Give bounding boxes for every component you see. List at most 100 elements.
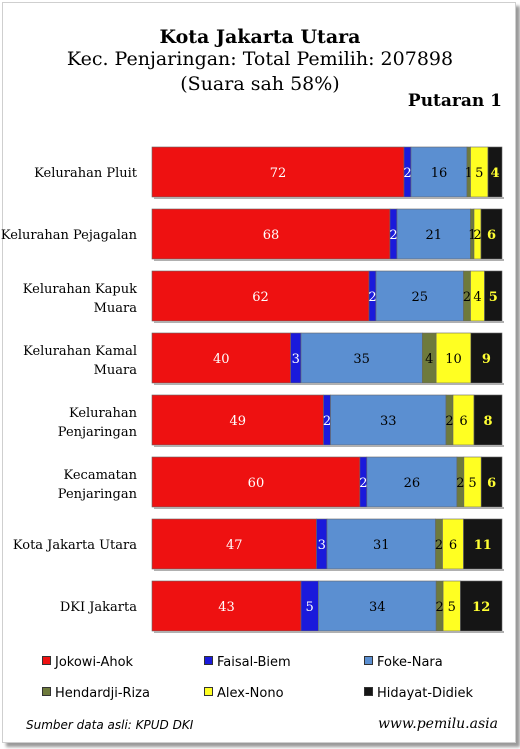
legend-label: Hendardji-Riza xyxy=(55,686,150,701)
data-label: 2 xyxy=(389,228,397,243)
legend-swatch xyxy=(364,656,373,665)
category-label: Kelurahan Kapuk Muara xyxy=(23,282,137,316)
data-label: 2 xyxy=(435,538,443,553)
category-label: Kota Jakarta Utara xyxy=(13,538,137,553)
bar-segment xyxy=(151,518,317,570)
bar-segment xyxy=(318,580,437,632)
chart-subtitle: Kec. Penjaringan: Total Pemilih: 207898 xyxy=(66,48,454,70)
data-label: 2 xyxy=(403,166,411,181)
legend-item: Jokowi-Ahok xyxy=(42,655,133,670)
bar-segment xyxy=(151,394,324,446)
legend-swatch xyxy=(204,656,213,665)
category-label-line: Muara xyxy=(94,301,138,316)
data-label: 6 xyxy=(487,476,496,491)
data-label: 5 xyxy=(475,166,483,181)
data-label: 16 xyxy=(431,166,448,181)
bar-segment xyxy=(410,146,468,198)
data-label: 6 xyxy=(449,538,457,553)
source-note: Sumber data asli: KPUD DKI xyxy=(26,718,194,732)
data-label: 49 xyxy=(229,414,246,429)
category-label-line: Kelurahan Kapuk xyxy=(23,282,137,297)
legend-label: Alex-Nono xyxy=(217,686,284,701)
chart-subtitle-2: (Suara sah 58%) xyxy=(180,73,340,95)
data-label: 31 xyxy=(373,538,390,553)
legend-swatch xyxy=(42,656,51,665)
legend-item: Alex-Nono xyxy=(204,686,284,701)
bar-segment xyxy=(435,332,472,384)
bar-shadow xyxy=(154,259,504,261)
bar-segment xyxy=(151,208,391,260)
category-label: Kelurahan Pejagalan xyxy=(1,228,138,243)
bar-shadow xyxy=(154,321,504,323)
bar-shadow xyxy=(154,569,504,571)
data-label: 2 xyxy=(359,476,367,491)
category-label: Kecamatan Penjaringan xyxy=(58,468,138,502)
bar-segment xyxy=(151,146,405,198)
data-label: 2 xyxy=(456,476,464,491)
category-label-line: Muara xyxy=(94,363,138,378)
data-label: 34 xyxy=(369,600,386,615)
data-label: 12 xyxy=(472,600,490,615)
bar-shadow xyxy=(154,197,504,199)
data-label: 6 xyxy=(459,414,467,429)
bar-shadow xyxy=(154,383,504,385)
bar-segment xyxy=(463,518,503,570)
category-label-line: Penjaringan xyxy=(58,487,138,502)
data-label: 8 xyxy=(483,414,492,429)
bar-shadow xyxy=(154,507,504,509)
data-label: 40 xyxy=(213,352,230,367)
data-label: 5 xyxy=(306,600,314,615)
data-label: 1 xyxy=(468,228,476,243)
data-label: 26 xyxy=(404,476,421,491)
category-label: Kelurahan Kamal Muara xyxy=(23,344,137,378)
chart-title: Kota Jakarta Utara xyxy=(159,26,361,48)
category-label-line: Kelurahan xyxy=(69,406,138,421)
site-credit: www.pemilu.asia xyxy=(377,716,498,732)
bar-segment xyxy=(330,394,447,446)
data-label: 33 xyxy=(380,414,397,429)
category-label-line: Penjaringan xyxy=(58,425,138,440)
legend-swatch xyxy=(42,687,51,696)
legend-item: Faisal-Biem xyxy=(204,655,291,670)
category-label-line: Kecamatan xyxy=(63,468,137,483)
data-label: 11 xyxy=(474,538,492,553)
data-label: 4 xyxy=(490,166,499,181)
legend-label: Jokowi-Ahok xyxy=(55,655,134,670)
bar-segment xyxy=(460,580,503,632)
data-label: 35 xyxy=(353,352,370,367)
data-label: 5 xyxy=(448,600,456,615)
data-label: 5 xyxy=(468,476,476,491)
data-label: 47 xyxy=(226,538,243,553)
bar-segment xyxy=(366,456,458,508)
bar-segment xyxy=(473,394,503,446)
data-label: 2 xyxy=(473,228,481,243)
bar-segment xyxy=(151,332,291,384)
legend-item: Foke-Nara xyxy=(364,655,443,670)
category-label: DKI Jakarta xyxy=(60,600,137,615)
legend-item: Hidayat-Didiek xyxy=(364,686,473,701)
data-label: 4 xyxy=(473,290,481,305)
data-label: 1 xyxy=(465,166,473,181)
data-label: 2 xyxy=(445,414,453,429)
data-label: 2 xyxy=(435,600,443,615)
data-label: 25 xyxy=(411,290,428,305)
bar-shadow xyxy=(154,445,504,447)
data-label: 4 xyxy=(425,352,433,367)
legend-label: Faisal-Biem xyxy=(217,655,291,670)
data-label: 3 xyxy=(292,352,300,367)
data-label: 60 xyxy=(248,476,265,491)
data-label: 72 xyxy=(270,166,287,181)
legend-swatch xyxy=(364,687,373,696)
bar-segment xyxy=(375,270,464,322)
data-label: 2 xyxy=(323,414,331,429)
data-label: 68 xyxy=(263,228,280,243)
bar-shadow xyxy=(154,631,504,633)
data-label: 6 xyxy=(487,228,496,243)
data-label: 9 xyxy=(482,352,491,367)
data-label: 3 xyxy=(318,538,326,553)
bar-segment xyxy=(470,332,503,384)
data-label: 5 xyxy=(489,290,498,305)
data-label: 2 xyxy=(368,290,376,305)
data-label: 62 xyxy=(252,290,269,305)
